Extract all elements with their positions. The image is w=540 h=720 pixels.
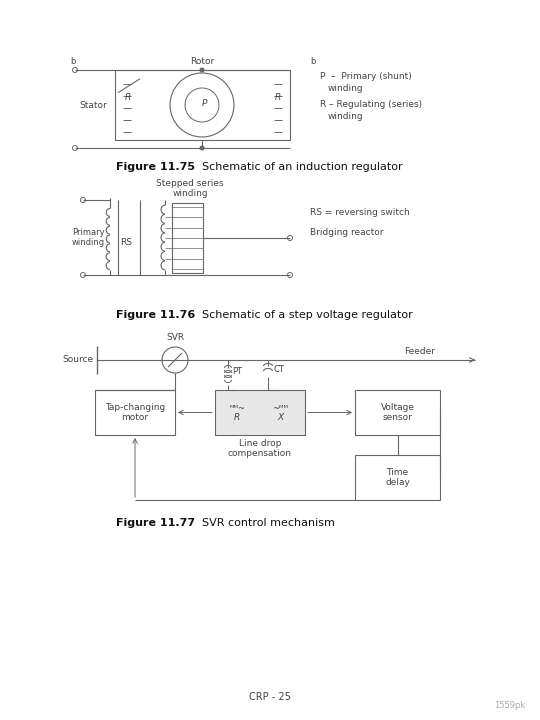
- Bar: [355, 455, 440, 500]
- Text: SVR: SVR: [166, 333, 184, 342]
- Text: RS: RS: [120, 238, 132, 247]
- Text: b: b: [70, 57, 76, 66]
- Circle shape: [80, 272, 85, 277]
- Text: P  –  Primary (shunt): P – Primary (shunt): [320, 72, 412, 81]
- Bar: [115, 70, 290, 140]
- Text: Primary
winding: Primary winding: [71, 228, 105, 247]
- Text: RS = reversing switch: RS = reversing switch: [310, 208, 410, 217]
- Text: Stepped series
winding: Stepped series winding: [156, 179, 224, 198]
- Text: Figure 11.76: Figure 11.76: [116, 310, 195, 320]
- Text: winding: winding: [328, 84, 363, 93]
- Text: Stator: Stator: [79, 101, 107, 109]
- Circle shape: [72, 145, 78, 150]
- Circle shape: [200, 68, 204, 72]
- Circle shape: [80, 197, 85, 202]
- Text: ~ᴹᴹ: ~ᴹᴹ: [272, 402, 288, 412]
- Text: R: R: [275, 92, 281, 102]
- Text: PT: PT: [232, 367, 242, 377]
- Bar: [355, 390, 440, 435]
- Circle shape: [200, 146, 204, 150]
- Text: Schematic of a step voltage regulator: Schematic of a step voltage regulator: [195, 310, 413, 320]
- Text: Feeder: Feeder: [404, 347, 435, 356]
- Text: b: b: [310, 57, 315, 66]
- Text: Time
delay: Time delay: [385, 468, 410, 487]
- Text: Schematic of an induction regulator: Schematic of an induction regulator: [195, 162, 403, 172]
- Text: ᴹᴹ~: ᴹᴹ~: [229, 402, 245, 412]
- Circle shape: [72, 68, 78, 73]
- Text: R: R: [234, 413, 240, 423]
- Text: CRP - 25: CRP - 25: [249, 692, 291, 702]
- Bar: [95, 390, 175, 435]
- Text: SVR control mechanism: SVR control mechanism: [195, 518, 335, 528]
- Text: CT: CT: [273, 364, 284, 374]
- Text: Bridging reactor: Bridging reactor: [310, 228, 383, 237]
- Text: Figure 11.77: Figure 11.77: [116, 518, 195, 528]
- Circle shape: [287, 272, 293, 277]
- Circle shape: [185, 88, 219, 122]
- Text: Voltage
sensor: Voltage sensor: [381, 402, 415, 422]
- Circle shape: [170, 73, 234, 137]
- Bar: [215, 390, 305, 435]
- Text: Figure 11.75: Figure 11.75: [116, 162, 195, 172]
- Text: Rotor: Rotor: [190, 57, 214, 66]
- Text: Tap-changing
motor: Tap-changing motor: [105, 402, 165, 422]
- Text: R – Regulating (series): R – Regulating (series): [320, 100, 422, 109]
- Text: X: X: [277, 413, 283, 423]
- Text: P: P: [201, 99, 207, 107]
- Text: R: R: [125, 92, 131, 102]
- Text: Source: Source: [63, 356, 93, 364]
- Circle shape: [162, 347, 188, 373]
- Circle shape: [287, 235, 293, 240]
- Text: 1559pk: 1559pk: [494, 701, 525, 710]
- Bar: [172, 203, 203, 273]
- Text: Line drop
compensation: Line drop compensation: [228, 439, 292, 459]
- Text: winding: winding: [328, 112, 363, 121]
